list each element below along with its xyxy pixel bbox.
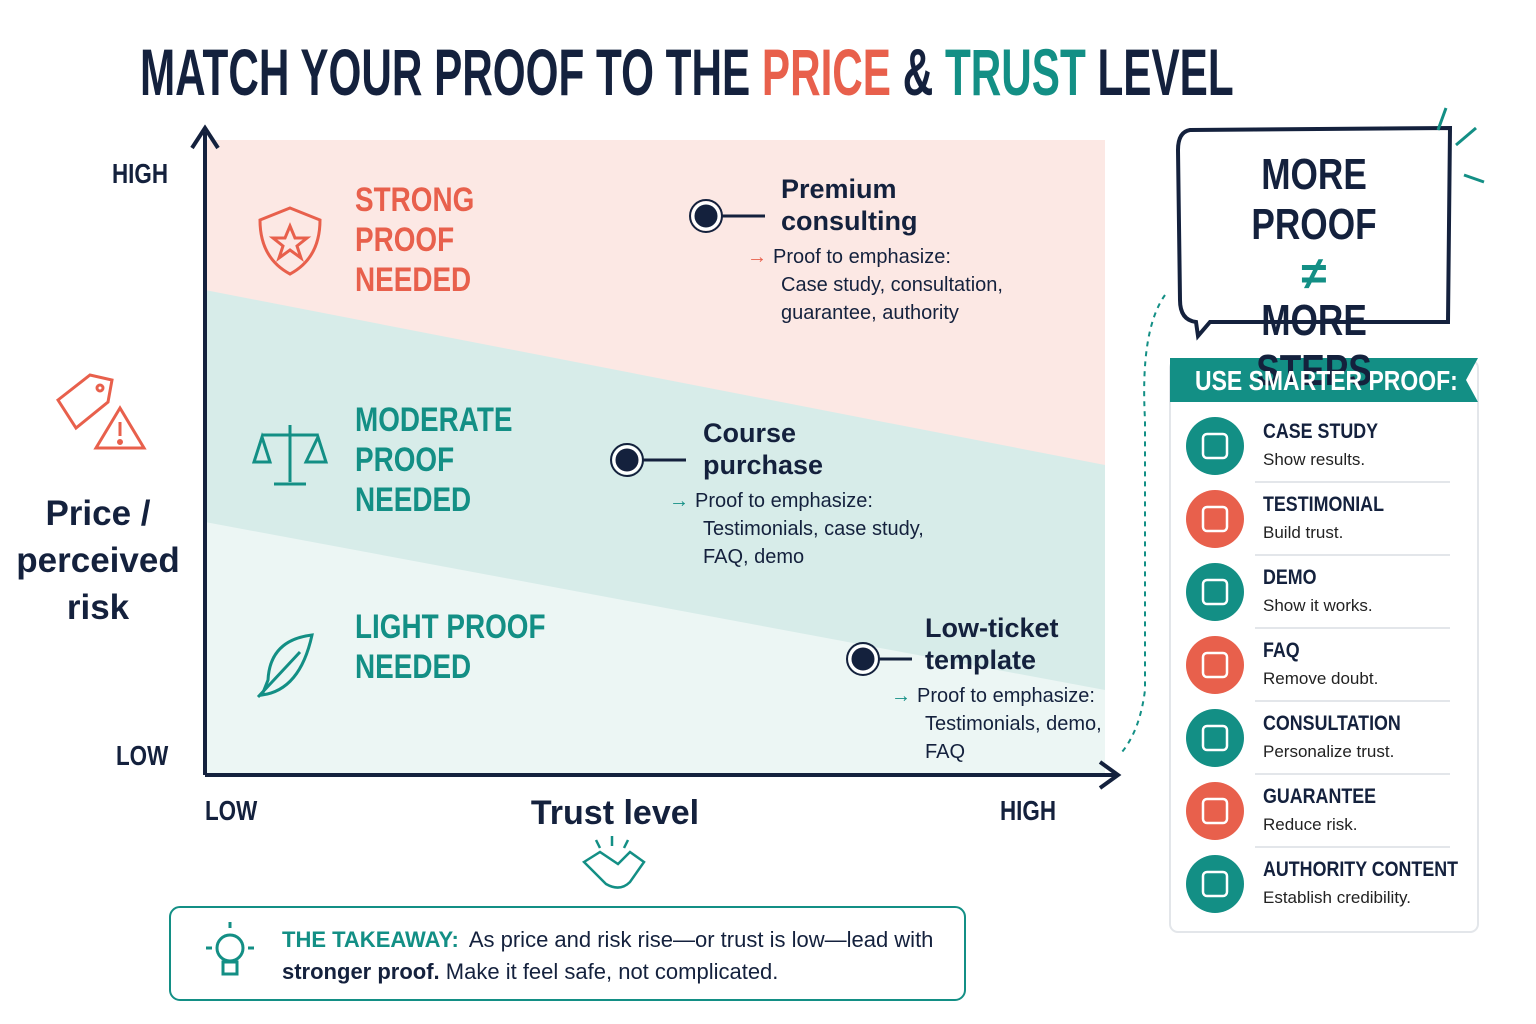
takeaway-text: As price and risk rise—or trust is low—l… — [468, 927, 934, 952]
item-name: AUTHORITY CONTENT — [1263, 858, 1459, 881]
title-part: MATCH YOUR PROOF TO THE — [140, 35, 751, 109]
panel-title: USE SMARTER PROOF: — [1195, 365, 1515, 397]
item-icon — [1186, 782, 1244, 840]
panel-ribbon — [1170, 358, 1478, 402]
callout-symbol: ≠ — [1301, 247, 1327, 299]
item-desc: Remove doubt. — [1263, 669, 1379, 688]
item-name: CASE STUDY — [1263, 420, 1379, 443]
takeaway: THE TAKEAWAY: As price and risk rise—or t… — [282, 924, 952, 988]
item-desc: Reduce risk. — [1263, 815, 1358, 834]
item-icon — [1186, 636, 1244, 694]
example-lead-row: → Proof to emphasize: — [669, 490, 873, 512]
bulb-icon — [206, 922, 254, 976]
item-name: DEMO — [1263, 566, 1317, 589]
item-desc: Show results. — [1263, 450, 1366, 469]
item-name: GUARANTEE — [1263, 785, 1377, 808]
item-glyph — [1201, 797, 1229, 825]
scales-icon — [251, 425, 329, 486]
x-axis-label: Trust level — [530, 794, 700, 832]
handshake-icon — [582, 836, 646, 889]
item-name: FAQ — [1263, 639, 1300, 662]
y-low: LOW — [116, 740, 181, 772]
callout-line: MORE PROOF — [1251, 150, 1377, 249]
connector — [1121, 294, 1166, 753]
item-glyph — [1201, 578, 1229, 606]
callout: MORE PROOF ≠ MORE STEPS — [1180, 150, 1448, 396]
y-arrow — [190, 124, 220, 150]
takeaway-box — [169, 906, 966, 1001]
x-high: HIGH — [1000, 795, 1070, 827]
item-icon — [1186, 855, 1244, 913]
marker — [610, 443, 686, 477]
item-name: TESTIMONIAL — [1263, 493, 1384, 516]
item-glyph — [1201, 870, 1229, 898]
title: MATCH YOUR PROOF TO THE PRICE & TRUST LE… — [140, 34, 1234, 110]
example-name: Premium consulting — [781, 174, 918, 236]
example-lead: Proof to emphasize: — [695, 490, 873, 512]
example-proof: Testimonials, case study, FAQ, demo — [703, 518, 924, 568]
example-name: Course purchase — [703, 418, 824, 480]
zone-label: STRONG PROOF NEEDED — [355, 181, 475, 299]
item-icon — [1186, 490, 1244, 548]
example-proof: Case study, consultation, guarantee, aut… — [781, 274, 1003, 324]
item-desc: Personalize trust. — [1263, 742, 1395, 761]
title-part: TRUST — [944, 35, 1086, 109]
example-lead: Proof to emphasize: — [773, 246, 951, 268]
example: Course purchase → Proof to emphasize: Tes… — [669, 417, 943, 571]
x-low: LOW — [205, 795, 270, 827]
title-part: PRICE — [761, 35, 891, 109]
zone-light-bg — [205, 522, 1105, 775]
item-desc: Establish credibility. — [1263, 888, 1412, 907]
example: Low-ticket template → Proof to emphasize:… — [891, 612, 1105, 766]
label: USE SMARTER PROOF: — [1195, 365, 1458, 396]
label: LOW — [116, 740, 169, 771]
y-axis-label: Price / perceived risk — [16, 494, 180, 627]
item-glyph — [1201, 432, 1229, 460]
example-lead-row: → Proof to emphasize: — [891, 685, 1095, 707]
item-desc: Build trust. — [1263, 523, 1344, 542]
marker — [846, 642, 912, 676]
item-glyph — [1201, 651, 1229, 679]
zone-label: MODERATE PROOF NEEDED — [355, 401, 513, 519]
item-icon — [1186, 709, 1244, 767]
title-part: & — [902, 35, 934, 109]
label: HIGH — [112, 158, 168, 189]
title-part: LEVEL — [1097, 35, 1234, 109]
marker — [689, 199, 765, 233]
example-name: Low-ticket template — [925, 613, 1059, 675]
item-icon — [1186, 417, 1244, 475]
callout-box — [1175, 125, 1453, 341]
shield-icon — [258, 206, 322, 276]
example: Premium consulting → Proof to emphasize: … — [747, 173, 1031, 327]
item-glyph — [1201, 505, 1229, 533]
label: LOW — [205, 795, 258, 826]
takeaway-label: THE TAKEAWAY: — [282, 927, 459, 952]
callout-line: MORE STEPS — [1256, 296, 1372, 395]
example-proof: Testimonials, demo, FAQ — [925, 713, 1102, 763]
example-lead: Proof to emphasize: — [917, 685, 1095, 707]
label: HIGH — [1000, 795, 1056, 826]
item-icon — [1186, 563, 1244, 621]
zone-label: LIGHT PROOF NEEDED — [355, 608, 546, 686]
item-glyph — [1201, 724, 1229, 752]
item-desc: Show it works. — [1263, 596, 1373, 615]
panel-art — [1186, 417, 1450, 913]
y-high: HIGH — [112, 158, 182, 190]
x-arrow — [1098, 760, 1122, 790]
feather-icon — [256, 633, 314, 699]
callout-accent — [1436, 107, 1485, 184]
risk-icon — [55, 373, 147, 450]
item-name: CONSULTATION — [1263, 712, 1401, 735]
example-lead-row: → Proof to emphasize: — [747, 246, 951, 268]
takeaway-text: Make it feel safe, not complicated. — [445, 959, 779, 984]
takeaway-bold: stronger proof. — [282, 959, 440, 984]
